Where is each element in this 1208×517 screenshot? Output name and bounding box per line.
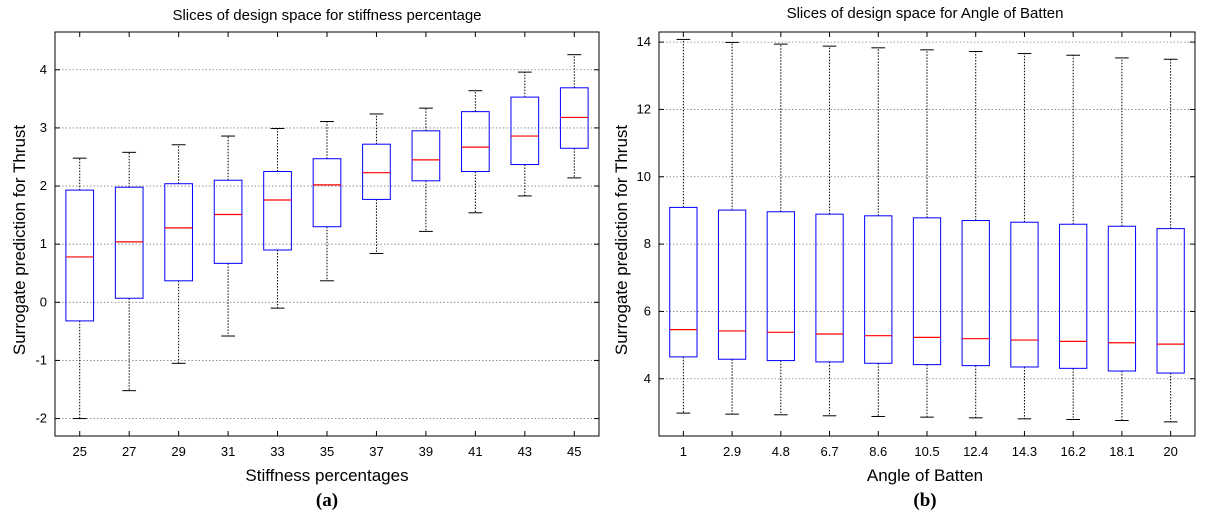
iqr-box: [411, 130, 441, 182]
box-b-2.9: [717, 41, 747, 415]
iqr-box: [164, 183, 193, 282]
x-tick-label-a: 25: [72, 444, 86, 459]
x-tick-label-b: 2.9: [723, 444, 741, 459]
y-tick-label-a: 1: [40, 236, 47, 251]
x-tick-label-a: 27: [122, 444, 136, 459]
iqr-box: [912, 217, 942, 366]
box-b-18.1: [1107, 57, 1137, 422]
y-tick-label-a: 4: [40, 62, 47, 77]
x-tick-label-a: 37: [369, 444, 383, 459]
iqr-box: [312, 158, 342, 228]
x-tick-label-a: 29: [171, 444, 185, 459]
box-a-39: [411, 107, 441, 232]
x-tick-label-b: 14.3: [1012, 444, 1037, 459]
x-tick-label-b: 1: [680, 444, 687, 459]
box-a-41: [461, 90, 490, 214]
y-tick-label-b: 8: [644, 236, 651, 251]
x-tick-label-b: 12.4: [963, 444, 988, 459]
box-a-35: [312, 121, 342, 282]
box-a-37: [362, 113, 391, 254]
x-tick-label-b: 6.7: [821, 444, 839, 459]
y-tick-label-b: 4: [644, 371, 651, 386]
iqr-box: [461, 111, 490, 173]
x-tick-label-a: 41: [468, 444, 482, 459]
x-tick-label-b: 20: [1163, 444, 1177, 459]
x-tick-label-b: 4.8: [772, 444, 790, 459]
box-b-10.5: [912, 49, 942, 418]
x-tick-label-a: 35: [320, 444, 334, 459]
x-tick-label-a: 31: [221, 444, 235, 459]
x-tick-label-a: 33: [270, 444, 284, 459]
y-axis-label-b: Surrogate prediction for Thrust: [612, 125, 631, 356]
box-b-6.7: [815, 45, 844, 417]
chart-panel-b: Slices of design space for Angle of Batt…: [612, 5, 1196, 511]
box-b-20: [1156, 58, 1185, 423]
box-a-45: [559, 54, 589, 179]
plot-frame-a: [54, 31, 600, 437]
box-a-29: [164, 144, 193, 364]
box-a-43: [510, 71, 540, 197]
iqr-box: [1156, 228, 1185, 374]
iqr-box: [766, 211, 795, 362]
box-b-14.3: [1010, 53, 1039, 420]
y-tick-label-a: 2: [40, 178, 47, 193]
plot-frame-b: [658, 31, 1196, 437]
iqr-box: [1010, 221, 1039, 368]
box-a-25: [65, 157, 95, 420]
y-tick-label-a: 0: [40, 294, 47, 309]
x-tick-label-b: 8.6: [869, 444, 887, 459]
x-axis-label-a: Stiffness percentages: [245, 466, 408, 485]
iqr-box: [961, 220, 990, 367]
x-axis-label-b: Angle of Batten: [867, 466, 983, 485]
x-tick-label-a: 39: [419, 444, 433, 459]
y-axis-label-a: Surrogate prediction for Thrust: [10, 125, 29, 356]
y-tick-label-a: -2: [35, 411, 47, 426]
box-a-27: [114, 151, 144, 392]
iqr-box: [1107, 225, 1137, 372]
x-tick-label-a: 45: [567, 444, 581, 459]
chart-panel-a: Slices of design space for stiffness per…: [10, 7, 600, 511]
iqr-box: [114, 186, 144, 299]
x-tick-label-b: 18.1: [1109, 444, 1134, 459]
y-tick-label-b: 12: [637, 101, 651, 116]
iqr-box: [510, 96, 540, 166]
iqr-box: [213, 179, 243, 264]
panel-caption-b: (b): [913, 490, 936, 511]
iqr-box: [669, 206, 698, 358]
box-b-1: [669, 38, 698, 414]
chart-title-a: Slices of design space for stiffness per…: [172, 7, 481, 24]
box-b-16.2: [1059, 54, 1088, 421]
x-tick-label-b: 16.2: [1061, 444, 1086, 459]
iqr-box: [717, 209, 747, 360]
y-tick-label-a: -1: [35, 352, 47, 367]
y-tick-label-b: 14: [637, 34, 651, 49]
chart-title-b: Slices of design space for Angle of Batt…: [787, 5, 1064, 22]
iqr-box: [815, 213, 844, 363]
iqr-box: [362, 143, 391, 200]
iqr-box: [1059, 223, 1088, 369]
box-a-31: [213, 135, 243, 337]
y-tick-label-a: 3: [40, 120, 47, 135]
panel-caption-a: (a): [316, 490, 338, 511]
box-b-4.8: [766, 43, 795, 416]
x-tick-label-b: 10.5: [914, 444, 939, 459]
y-tick-label-b: 10: [637, 169, 651, 184]
iqr-box: [65, 189, 95, 322]
box-a-33: [263, 127, 292, 309]
iqr-box: [263, 171, 292, 251]
box-b-12.4: [961, 51, 990, 419]
iqr-box: [864, 215, 893, 364]
x-tick-label-a: 43: [518, 444, 532, 459]
box-b-8.6: [864, 47, 893, 417]
y-tick-label-b: 6: [644, 303, 651, 318]
